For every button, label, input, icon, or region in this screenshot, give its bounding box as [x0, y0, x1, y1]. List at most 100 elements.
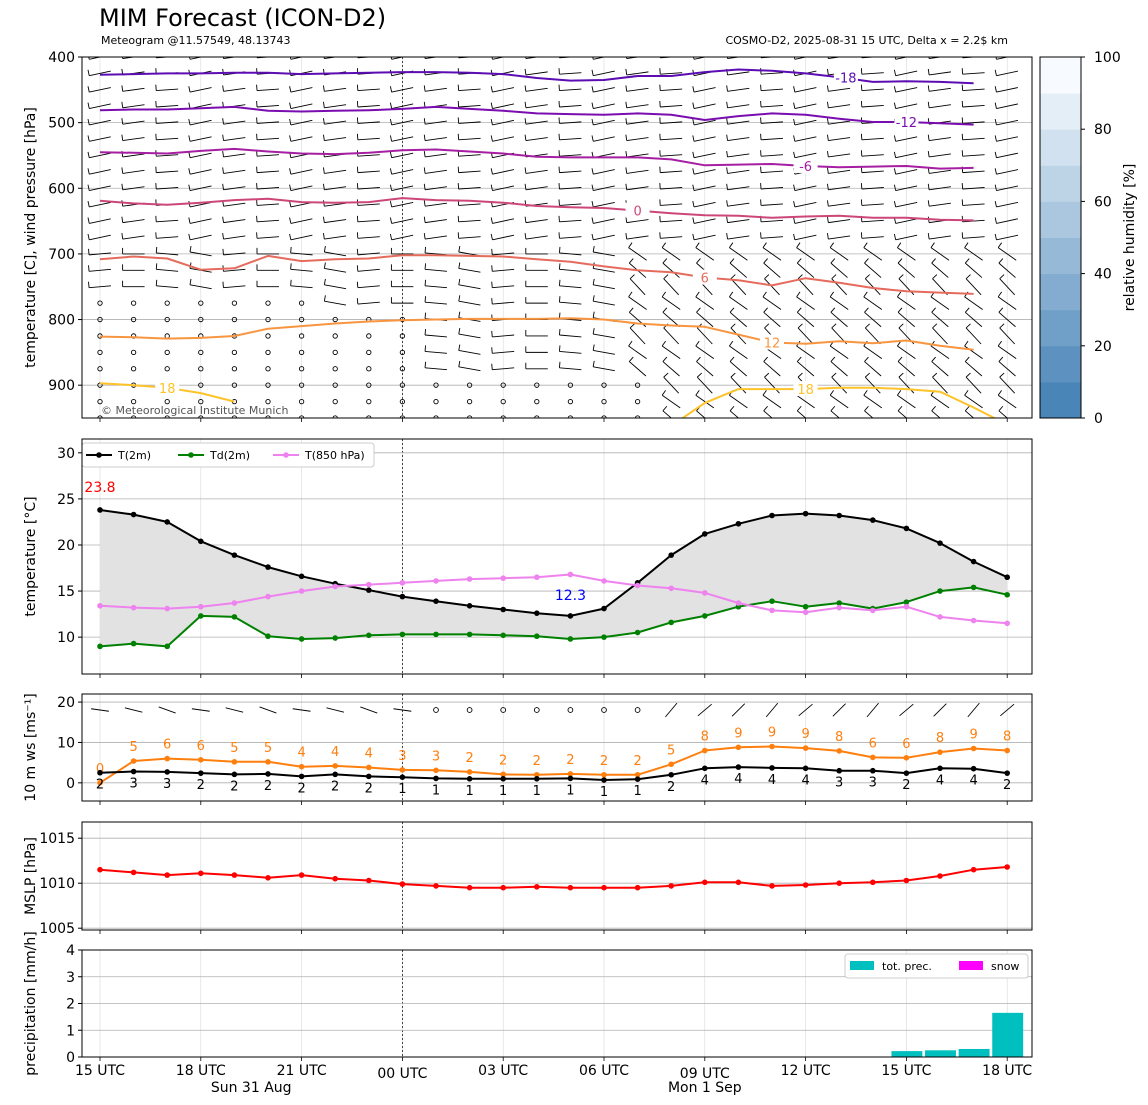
calm-wind-marker — [265, 300, 271, 306]
wind-barb-flag — [323, 134, 325, 141]
wind-barb — [828, 104, 851, 109]
wind-barb — [158, 706, 176, 714]
wind-barb-flag — [730, 372, 736, 378]
wind-barb-flag — [931, 356, 936, 362]
y-tick-label: 500 — [48, 116, 75, 132]
data-label: 2 — [633, 754, 641, 769]
wind-barb — [760, 219, 784, 223]
data-label: 2 — [331, 779, 339, 794]
data-point — [802, 510, 809, 517]
wind-barb-flag — [87, 201, 90, 208]
wind-barb — [357, 154, 380, 157]
wind-barb — [391, 87, 414, 93]
wind-barb — [830, 262, 848, 278]
calm-wind-marker — [298, 316, 305, 323]
page-title: MIM Forecast (ICON-D2) — [99, 4, 387, 32]
wind-barb — [931, 262, 949, 278]
wind-barb-flag — [524, 68, 527, 76]
wind-barb — [156, 105, 179, 108]
wind-barb — [830, 410, 840, 418]
wind-barb — [828, 202, 851, 207]
wind-barb — [828, 169, 851, 174]
data-point — [970, 558, 977, 565]
wind-barb — [864, 262, 882, 278]
wind-barb — [89, 185, 111, 191]
colorbar-band — [1040, 93, 1081, 130]
data-point — [466, 884, 473, 891]
data-point — [231, 552, 238, 558]
data-label: 2 — [264, 779, 272, 794]
wind-barb — [864, 327, 881, 345]
wind-barb — [525, 104, 548, 109]
wind-barb — [189, 284, 212, 290]
wind-barb — [559, 301, 582, 305]
wind-barb — [391, 57, 405, 60]
wind-barb-flag — [389, 135, 393, 142]
data-point — [634, 582, 641, 589]
wind-barb — [559, 72, 582, 75]
calm-wind-marker — [332, 349, 338, 356]
calm-wind-marker — [298, 300, 305, 306]
wind-barb — [962, 121, 985, 124]
wind-barb-flag — [827, 118, 829, 125]
pressure-frame — [81, 821, 1033, 931]
wind-barb-flag — [829, 242, 834, 248]
wind-barb — [189, 169, 212, 175]
wind-barb — [458, 121, 481, 124]
data-point — [164, 755, 170, 762]
x-tick-label: 21 UTC — [277, 1063, 327, 1079]
wind-barb — [796, 247, 815, 261]
wind-barb — [425, 367, 447, 371]
data-point — [433, 767, 439, 774]
wind-barb — [864, 278, 881, 296]
data-point — [702, 531, 708, 537]
calm-wind-marker — [332, 366, 338, 372]
wind-barb — [326, 707, 345, 713]
wind-barb-flag — [524, 167, 527, 174]
wind-barb — [458, 57, 477, 59]
data-point — [802, 745, 809, 751]
wind-barb — [156, 121, 179, 124]
wind-barb-flag — [491, 248, 493, 255]
wind-barb-flag — [87, 86, 90, 93]
wind-barb-flag — [897, 356, 903, 362]
wind-barb-flag — [998, 356, 1004, 362]
wind-barb-flag — [188, 102, 191, 109]
wind-barb — [693, 87, 716, 93]
wind-barb — [324, 120, 347, 125]
wind-barb-flag — [931, 405, 936, 412]
wind-barb-flag — [796, 405, 802, 412]
wind-barb-flag — [591, 102, 594, 109]
data-point — [836, 512, 842, 519]
wind-barb-flag — [827, 216, 829, 223]
wind-barb — [492, 301, 515, 305]
wind-barb — [727, 153, 750, 158]
wind-barb-flag — [893, 168, 897, 175]
wind-barb-flag — [625, 216, 628, 223]
wind-barb — [695, 247, 715, 261]
data-point — [265, 771, 271, 777]
isotherm-label-bg — [793, 381, 818, 397]
wind-barb-flag — [764, 323, 770, 329]
wind-barb — [829, 296, 849, 310]
calm-wind-marker — [164, 333, 170, 339]
data-label: 6 — [197, 739, 205, 754]
wind-barb — [324, 219, 347, 224]
data-point — [567, 613, 574, 619]
wind-barb — [357, 203, 380, 206]
wind-barb — [559, 187, 582, 190]
wind-barb-flag — [827, 150, 829, 158]
data-label: 6 — [902, 737, 910, 752]
colorbar-tick-label: 20 — [1094, 339, 1112, 355]
wind-barb — [693, 218, 716, 224]
y-tick-label: 1015 — [39, 831, 75, 847]
wind-barb-flag — [491, 363, 493, 370]
wind-barb — [290, 136, 313, 142]
wind-barb — [628, 296, 647, 310]
wind-barb — [256, 57, 275, 59]
wind-barb-flag — [88, 57, 90, 60]
wind-barb-flag — [592, 311, 595, 318]
calm-wind-marker — [601, 707, 607, 713]
precipitation-legend: tot. prec. snow — [844, 953, 1029, 979]
